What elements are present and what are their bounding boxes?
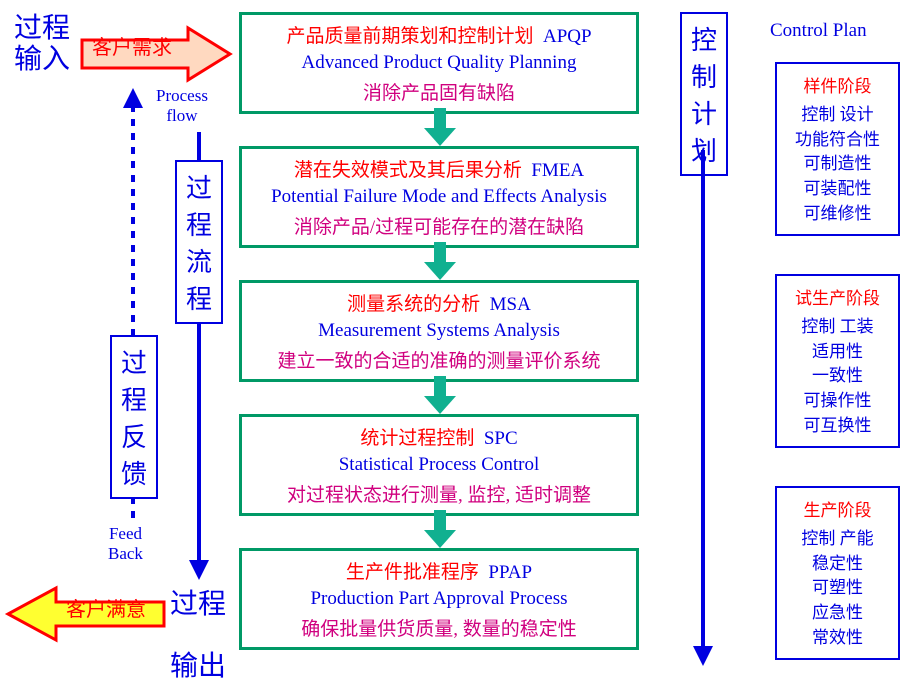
arrow-4-5 <box>420 510 460 550</box>
arrow-3-4 <box>420 376 460 416</box>
input-label: 过程输入 <box>14 14 70 76</box>
cp-box-pilot: 试生产阶段 控制 工装适用性一致性可操作性可互换性 <box>775 274 900 448</box>
output-label: 过程输出 <box>170 590 226 682</box>
box-spc: 统计过程控制 SPC Statistical Process Control 对… <box>239 414 639 516</box>
process-flow-en: Processflow <box>156 86 208 127</box>
cp-box-production-rows: 控制 产能稳定性可塑性应急性常效性 <box>783 527 892 650</box>
cp-box-prototype-rows: 控制 设计功能符合性可制造性可装配性可维修性 <box>783 103 892 226</box>
feedback-box: 过程反馈 <box>110 335 158 499</box>
cp-box-prototype: 样件阶段 控制 设计功能符合性可制造性可装配性可维修性 <box>775 62 900 236</box>
process-flow-box: 过程流程 <box>175 160 223 324</box>
cp-box-production: 生产阶段 控制 产能稳定性可塑性应急性常效性 <box>775 486 900 660</box>
customer-satisfy-text: 客户满意 <box>66 598 146 622</box>
box-apqp: 产品质量前期策划和控制计划 APQP Advanced Product Qual… <box>239 12 639 114</box>
box-msa: 测量系统的分析 MSA Measurement Systems Analysis… <box>239 280 639 382</box>
cp-box-pilot-rows: 控制 工装适用性一致性可操作性可互换性 <box>783 315 892 438</box>
box-ppap: 生产件批准程序 PPAP Production Part Approval Pr… <box>239 548 639 650</box>
arrow-1-2 <box>420 108 460 148</box>
box-fmea: 潜在失效模式及其后果分析 FMEA Potential Failure Mode… <box>239 146 639 248</box>
arrow-2-3 <box>420 242 460 282</box>
customer-request-text: 客户需求 <box>92 36 172 60</box>
control-plan-arrow <box>688 150 718 670</box>
feedback-en: FeedBack <box>108 524 143 565</box>
control-plan-header: Control Plan <box>770 20 867 43</box>
